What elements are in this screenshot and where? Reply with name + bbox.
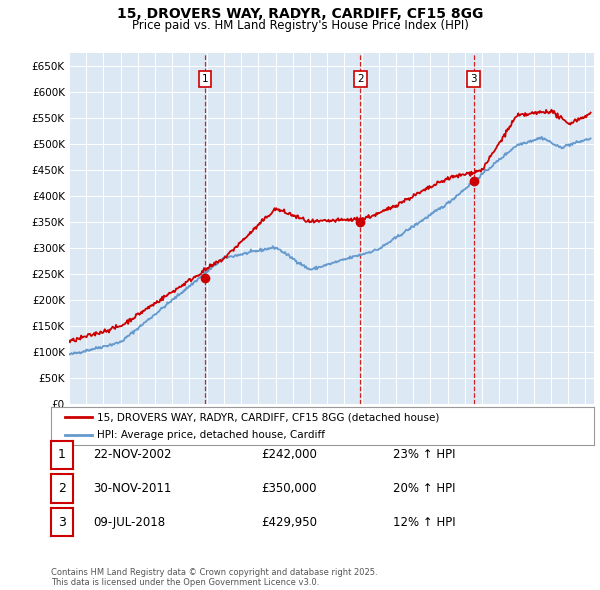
Text: 23% ↑ HPI: 23% ↑ HPI [393, 448, 455, 461]
Text: Contains HM Land Registry data © Crown copyright and database right 2025.
This d: Contains HM Land Registry data © Crown c… [51, 568, 377, 587]
Text: HPI: Average price, detached house, Cardiff: HPI: Average price, detached house, Card… [97, 430, 325, 440]
Text: 15, DROVERS WAY, RADYR, CARDIFF, CF15 8GG: 15, DROVERS WAY, RADYR, CARDIFF, CF15 8G… [117, 7, 483, 21]
Text: 15, DROVERS WAY, RADYR, CARDIFF, CF15 8GG (detached house): 15, DROVERS WAY, RADYR, CARDIFF, CF15 8G… [97, 412, 440, 422]
Text: £350,000: £350,000 [261, 482, 317, 495]
Text: 2: 2 [58, 482, 66, 495]
Text: £429,950: £429,950 [261, 516, 317, 529]
Text: 09-JUL-2018: 09-JUL-2018 [93, 516, 165, 529]
Text: 22-NOV-2002: 22-NOV-2002 [93, 448, 172, 461]
Text: £242,000: £242,000 [261, 448, 317, 461]
Text: 1: 1 [58, 448, 66, 461]
Text: 1: 1 [202, 74, 208, 84]
Text: 3: 3 [470, 74, 477, 84]
Text: 30-NOV-2011: 30-NOV-2011 [93, 482, 172, 495]
Text: 20% ↑ HPI: 20% ↑ HPI [393, 482, 455, 495]
Text: 3: 3 [58, 516, 66, 529]
Text: 12% ↑ HPI: 12% ↑ HPI [393, 516, 455, 529]
Text: 2: 2 [357, 74, 364, 84]
Text: Price paid vs. HM Land Registry's House Price Index (HPI): Price paid vs. HM Land Registry's House … [131, 19, 469, 32]
